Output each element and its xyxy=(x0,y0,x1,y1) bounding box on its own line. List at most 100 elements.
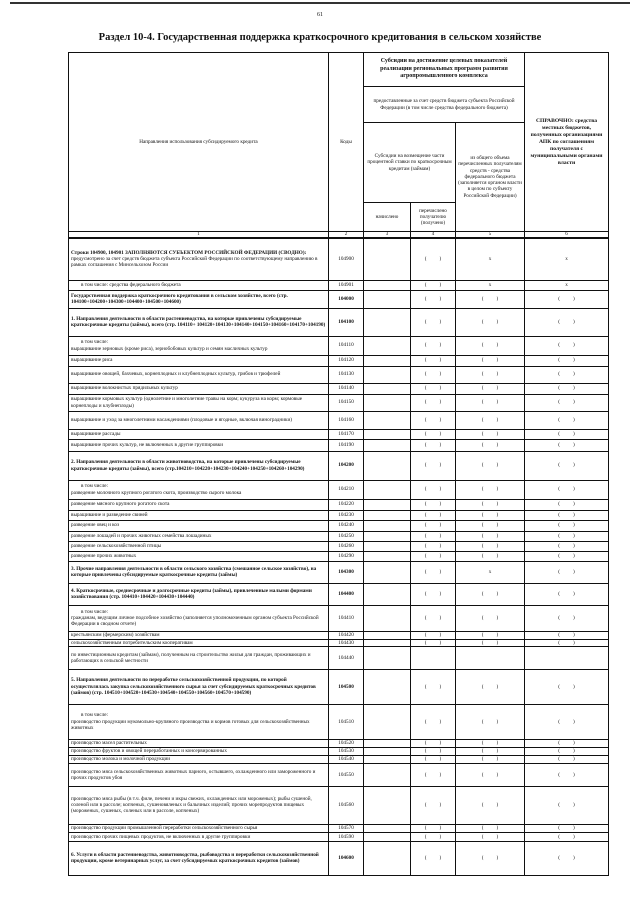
value-cell-c6: ( ) xyxy=(524,604,609,632)
value-cell-c4: ( ) xyxy=(410,428,456,440)
table-row: 2. Направления деятельности в области жи… xyxy=(68,450,609,481)
value-cell-c3 xyxy=(363,498,411,511)
row-description: 4. Краткосрочные, среднесрочные и долгос… xyxy=(68,582,329,606)
row-text: производство молока и молочной продукции xyxy=(71,756,171,763)
row-text: производство мяса рыбы (в т.ч. филе, печ… xyxy=(71,795,312,815)
row-text: производство фруктов и овощей переработа… xyxy=(71,748,227,755)
value-cell-c3 xyxy=(363,410,411,430)
value-cell-c3 xyxy=(363,638,411,647)
value-cell-c6: x xyxy=(524,279,609,291)
value-cell-c4: ( ) xyxy=(410,279,456,291)
row-text: выращивание и разведение свиней xyxy=(71,511,148,518)
value-cell-c6: ( ) xyxy=(524,335,609,356)
value-cell-c3 xyxy=(363,519,411,532)
row-note: Строки 104900, 104901 ЗАПОЛНЯЮТСЯ СУБЪЕК… xyxy=(71,249,307,256)
table-row: в том числе: выращивание зерновых (кроме … xyxy=(68,335,609,356)
row-description: выращивание овощей, бахчевых, корнеплодн… xyxy=(68,365,329,384)
row-text: производство масел растительных xyxy=(71,740,147,747)
table-row: Государственная поддержка краткосрочного… xyxy=(68,289,609,309)
value-cell-c3 xyxy=(363,428,411,440)
value-cell-c4: ( ) xyxy=(410,668,456,705)
row-text: крестьянским (фермерским) хозяйствам xyxy=(71,631,160,638)
value-cell-c4: ( ) xyxy=(410,237,456,281)
value-cell-c5: ( ) xyxy=(455,354,525,367)
value-cell-c6: ( ) xyxy=(524,382,609,395)
value-cell-c5: ( ) xyxy=(455,630,525,640)
row-description: выращивание рассады xyxy=(68,428,329,440)
value-cell-c6: ( ) xyxy=(524,823,609,833)
row-code: 104400 xyxy=(328,582,364,606)
table-row: выращивание овощей, бахчевых, корнеплодн… xyxy=(68,365,609,384)
value-cell-c5: ( ) xyxy=(455,668,525,705)
value-cell-c3 xyxy=(363,754,411,764)
row-code: 104130 xyxy=(328,365,364,384)
value-cell-c6: ( ) xyxy=(524,638,609,647)
value-cell-c4: ( ) xyxy=(410,582,456,606)
row-description: 1. Направления деятельности в области ра… xyxy=(68,307,329,337)
value-cell-c6: ( ) xyxy=(524,498,609,511)
value-cell-c5: ( ) xyxy=(455,604,525,632)
row-text: разведение лошадей и прочих животных сем… xyxy=(71,532,212,539)
value-cell-c4: ( ) xyxy=(410,438,456,452)
row-text: выращивание волокнистых прядильных культ… xyxy=(71,385,178,392)
value-cell-c5: ( ) xyxy=(455,638,525,647)
value-cell-c5: ( ) xyxy=(455,498,525,511)
row-code: 104530 xyxy=(328,746,364,756)
row-text: гражданам, ведущим личное подсобное хозя… xyxy=(71,614,319,628)
value-cell-c5: x xyxy=(455,560,525,584)
row-description: в том числе: гражданам, ведущим личное по… xyxy=(68,604,329,632)
row-text: выращивание овощей, бахчевых, корнеплодн… xyxy=(71,371,281,378)
row-text: 4. Краткосрочные, среднесрочные и долгос… xyxy=(71,587,312,600)
table-row: производство прочих пищевых продуктов, н… xyxy=(68,831,609,842)
value-cell-c3 xyxy=(363,307,411,337)
row-description: производство продукции промышленной пере… xyxy=(68,823,329,833)
row-text: 3. Прочие направления деятельности в обл… xyxy=(71,565,317,578)
table-row: крестьянским (фермерским) хозяйствам 1044… xyxy=(68,630,609,640)
row-text: разведение овец и коз xyxy=(71,522,120,529)
row-description: разведение овец и коз xyxy=(68,519,329,532)
value-cell-c4: ( ) xyxy=(410,604,456,632)
value-cell-c3 xyxy=(363,289,411,309)
value-cell-c3 xyxy=(363,630,411,640)
table-row: Строки 104900, 104901 ЗАПОЛНЯЮТСЯ СУБЪЕК… xyxy=(68,237,609,281)
value-cell-c3 xyxy=(363,604,411,632)
row-description: разведение мясного крупного рогатого ско… xyxy=(68,498,329,511)
value-cell-c6: ( ) xyxy=(524,428,609,440)
value-cell-c5: ( ) xyxy=(455,365,525,384)
table-row: разведение мясного крупного рогатого ско… xyxy=(68,498,609,511)
table-row: разведение лошадей и прочих животных сем… xyxy=(68,530,609,542)
value-cell-c4: ( ) xyxy=(410,365,456,384)
value-cell-c4: ( ) xyxy=(410,335,456,356)
header-reference: СПРАВОЧНО: средства местных бюджетов, по… xyxy=(524,52,609,232)
value-cell-c6: ( ) xyxy=(524,703,609,740)
row-description: 3. Прочие направления деятельности в обл… xyxy=(68,560,329,584)
value-cell-c4: ( ) xyxy=(410,410,456,430)
row-description: разведение прочих животных xyxy=(68,550,329,562)
value-cell-c6: ( ) xyxy=(524,754,609,764)
table-row: разведение прочих животных 104290( )( )( … xyxy=(68,550,609,562)
row-code: 104100 xyxy=(328,307,364,337)
table-row: 3. Прочие направления деятельности в обл… xyxy=(68,560,609,584)
header-interest-subsidy: Субсидии на возмещение части процентной … xyxy=(363,122,456,203)
row-text: 1. Направления деятельности в области ра… xyxy=(71,315,326,328)
value-cell-c5: ( ) xyxy=(455,540,525,552)
row-text: 6. Услуги в области растениеводства, жив… xyxy=(71,852,319,865)
row-code: 104230 xyxy=(328,509,364,521)
row-prefix: в том числе: xyxy=(81,712,109,719)
row-text: выращивание риса xyxy=(71,357,113,364)
row-description: производство фруктов и овощей переработа… xyxy=(68,746,329,756)
value-cell-c3 xyxy=(363,746,411,756)
header-transferred: перечислено получателю (получено) xyxy=(410,202,456,232)
table-row: выращивание и уход за многолетними насаж… xyxy=(68,410,609,430)
value-cell-c5: ( ) xyxy=(455,438,525,452)
table-row: производство масел растительных 104520 ( )… xyxy=(68,738,609,748)
row-code: 104440 xyxy=(328,645,364,670)
value-cell-c3 xyxy=(363,335,411,356)
row-text: предусмотрено за счет средств бюджета су… xyxy=(71,256,318,269)
value-cell-c3 xyxy=(363,738,411,748)
value-cell-c4: ( ) xyxy=(410,509,456,521)
row-code: 104160 xyxy=(328,410,364,430)
value-cell-c5: ( ) xyxy=(455,509,525,521)
row-code: 104410 xyxy=(328,604,364,632)
value-cell-c5: ( ) xyxy=(455,428,525,440)
